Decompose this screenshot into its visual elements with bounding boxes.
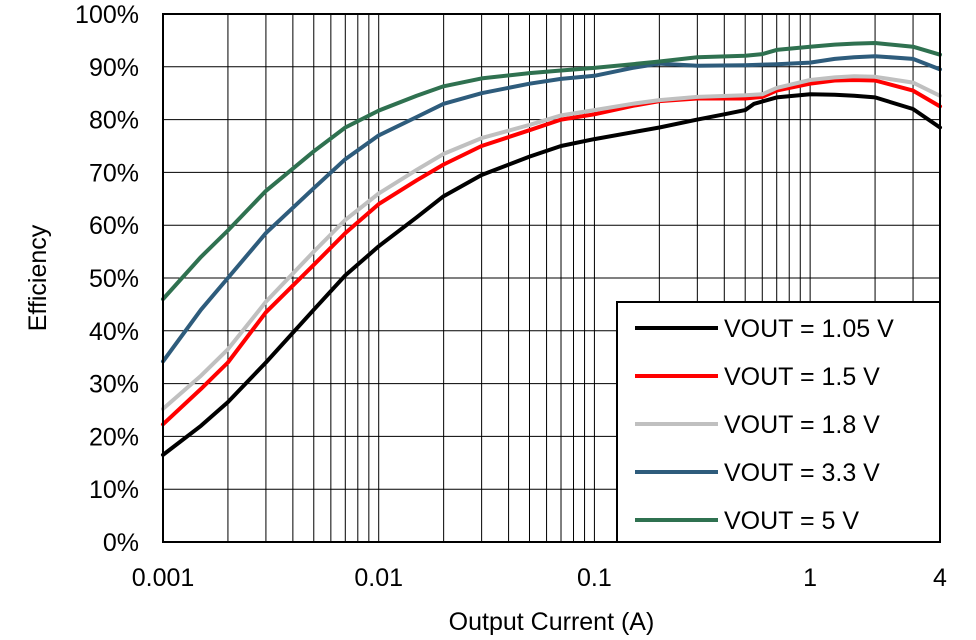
y-tick-label: 90% bbox=[89, 54, 139, 82]
legend-label: VOUT = 1.8 V bbox=[724, 411, 880, 439]
series-line-1 bbox=[161, 92, 942, 457]
legend-label: VOUT = 1.5 V bbox=[724, 363, 880, 391]
y-axis-title: Efficiency bbox=[24, 224, 52, 331]
x-tick-labels: 0.001 0.01 0.1 1 4 bbox=[132, 564, 947, 592]
legend-label: VOUT = 5 V bbox=[724, 507, 859, 535]
series-lines bbox=[161, 41, 942, 457]
x-tick-label: 4 bbox=[933, 564, 947, 592]
x-tick-label: 0.01 bbox=[354, 564, 403, 592]
x-tick-label: 1 bbox=[803, 564, 817, 592]
x-axis-title: Output Current (A) bbox=[449, 608, 655, 636]
series-line-3 bbox=[161, 74, 942, 411]
x-tick-label: 0.1 bbox=[577, 564, 612, 592]
legend-label: VOUT = 1.05 V bbox=[724, 315, 894, 343]
y-tick-label: 10% bbox=[89, 476, 139, 504]
plot-frame bbox=[162, 13, 941, 543]
y-tick-label: 20% bbox=[89, 423, 139, 451]
y-tick-label: 40% bbox=[89, 318, 139, 346]
y-tick-label: 50% bbox=[89, 265, 139, 293]
series-line-4 bbox=[161, 54, 942, 364]
y-tick-label: 60% bbox=[89, 212, 139, 240]
y-tick-labels: 0% 10% 20% 30% 40% 50% 60% 70% 80% 90% 100% bbox=[75, 1, 139, 557]
legend-label: VOUT = 3.3 V bbox=[724, 459, 880, 487]
series-line-5 bbox=[161, 41, 942, 302]
legend: VOUT = 1.05 V VOUT = 1.5 V VOUT = 1.8 V VOU… bbox=[616, 301, 941, 543]
y-tick-label: 100% bbox=[75, 1, 139, 29]
y-tick-label: 0% bbox=[103, 529, 139, 557]
y-tick-label: 80% bbox=[89, 107, 139, 135]
y-tick-label: 70% bbox=[89, 159, 139, 187]
y-tick-label: 30% bbox=[89, 371, 139, 399]
series-line-2 bbox=[161, 78, 942, 427]
x-tick-label: 0.001 bbox=[132, 564, 195, 592]
